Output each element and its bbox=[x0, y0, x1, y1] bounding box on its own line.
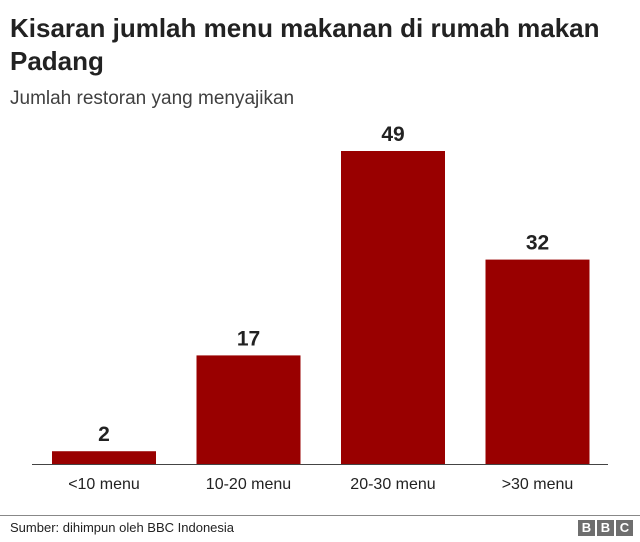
bar bbox=[196, 355, 301, 464]
bar bbox=[485, 259, 590, 464]
data-label: 2 bbox=[98, 423, 110, 446]
x-tick-label: <10 menu bbox=[68, 476, 140, 493]
bar bbox=[52, 451, 156, 464]
data-label: 49 bbox=[381, 123, 404, 146]
footer-divider bbox=[0, 515, 640, 516]
x-tick-label: >30 menu bbox=[502, 476, 574, 493]
data-label: 32 bbox=[526, 232, 549, 255]
x-tick-label: 20-30 menu bbox=[350, 476, 435, 493]
source-note: Sumber: dihimpun oleh BBC Indonesia bbox=[10, 520, 235, 535]
bar bbox=[341, 151, 445, 464]
chart-subtitle: Jumlah restoran yang menyajikan bbox=[10, 88, 295, 109]
chart-title: Kisaran jumlah menu makanan di rumah mak… bbox=[10, 13, 600, 76]
data-label: 17 bbox=[237, 327, 260, 350]
x-tick-label: 10-20 menu bbox=[206, 476, 291, 493]
